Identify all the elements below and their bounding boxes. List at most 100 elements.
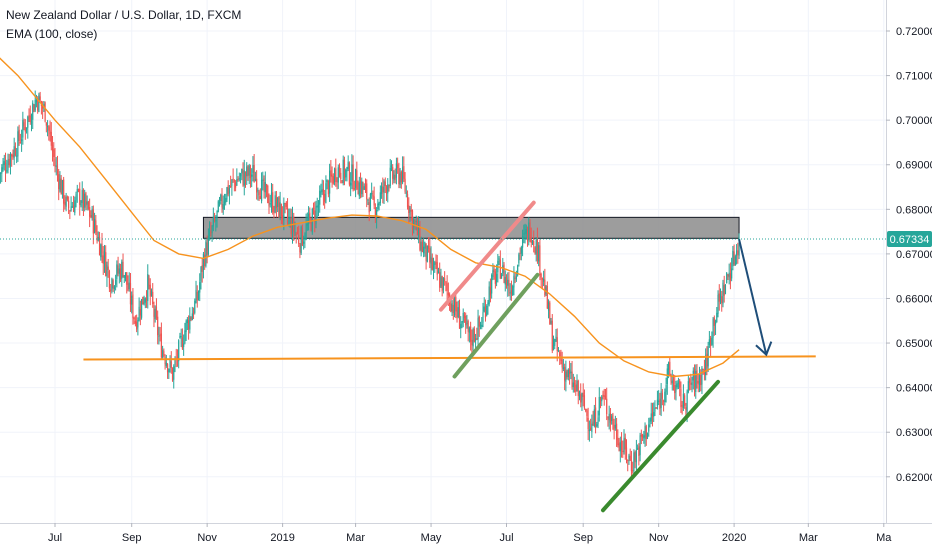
candle-body: [231, 179, 233, 186]
candle-body: [282, 215, 284, 219]
candle-body: [285, 202, 287, 207]
candle-body: [410, 209, 412, 212]
candle-body: [525, 229, 527, 234]
candle-body: [653, 411, 655, 417]
candle-body: [666, 368, 668, 384]
candle-body: [63, 179, 65, 204]
candle-body: [61, 180, 64, 195]
candle-body: [243, 170, 245, 186]
candle-body: [455, 296, 457, 312]
candle-body: [157, 316, 159, 336]
candle-body: [698, 372, 701, 385]
candle-body: [29, 115, 31, 122]
candle-body: [651, 413, 654, 416]
indicator-title[interactable]: EMA (100, close): [6, 27, 98, 41]
x-tick-label: Jul: [48, 532, 62, 544]
green-trendline-mid[interactable]: [452, 272, 540, 379]
candle-body: [648, 424, 650, 432]
candle-body: [672, 379, 675, 385]
candle-body: [479, 325, 482, 327]
projection-arrow[interactable]: [738, 238, 768, 355]
candle-body: [150, 291, 153, 295]
candle-body: [466, 322, 468, 324]
candle-body: [586, 410, 588, 416]
candle-body: [257, 190, 259, 192]
candle-body: [204, 254, 206, 267]
symbol-title[interactable]: New Zealand Dollar / U.S. Dollar, 1D, FX…: [6, 8, 242, 22]
candle-body: [265, 184, 268, 187]
time-axis[interactable]: Jul Sep Nov 2019 Mar May Jul Sep Nov 2020 Mar Ma: [48, 523, 892, 544]
candle-body: [604, 395, 607, 400]
candle-body: [91, 208, 93, 218]
candle-body: [80, 203, 82, 206]
candle-body: [659, 398, 661, 409]
pink-trendline[interactable]: [438, 200, 536, 312]
candle-body: [324, 193, 326, 202]
candle-body: [716, 312, 718, 322]
last-price-marker: 0.67334: [887, 231, 932, 248]
price-axis[interactable]: 0.72000 0.71000 0.70000 0.69000 0.68000 0.670…: [886, 26, 932, 484]
candle-body: [552, 344, 555, 350]
candle-body: [729, 273, 732, 281]
candle-body: [49, 130, 51, 135]
candle-body: [133, 317, 135, 320]
candle-body: [55, 165, 57, 167]
chart-legend: New Zealand Dollar / U.S. Dollar, 1D, FX…: [6, 6, 241, 44]
candle-body: [568, 369, 571, 374]
candle-body: [394, 174, 396, 180]
candle-body: [436, 262, 438, 275]
candle-body: [205, 241, 207, 266]
candle-body: [533, 240, 535, 246]
candle-body: [439, 272, 441, 288]
candle-body: [277, 197, 279, 207]
candles: [0, 90, 740, 481]
candle-body: [190, 317, 192, 320]
candle-body: [677, 382, 680, 384]
candle-body: [420, 241, 422, 251]
candle-body: [617, 437, 619, 446]
support-line[interactable]: [83, 355, 816, 361]
candle-body: [675, 385, 677, 392]
green-trendline-late[interactable]: [600, 379, 721, 513]
candle-body: [267, 185, 269, 204]
candle-body: [588, 429, 590, 432]
candle-body: [660, 391, 662, 408]
candle-body: [470, 326, 472, 342]
candle-body: [298, 235, 300, 244]
candle-body: [322, 188, 325, 196]
candle-body: [680, 388, 682, 408]
candle-body: [363, 186, 365, 190]
candle-body: [184, 330, 186, 344]
candle-body: [112, 280, 114, 289]
candle-body: [194, 300, 196, 313]
x-tick-label: Nov: [197, 532, 217, 544]
candle-body: [503, 264, 505, 283]
resistance-zone[interactable]: [202, 216, 740, 239]
candle-body: [56, 165, 59, 174]
candle-body: [408, 205, 410, 213]
candle-body: [315, 206, 317, 225]
candle-body: [187, 320, 190, 330]
candle-body: [587, 417, 589, 429]
candle-body: [179, 335, 181, 339]
candle-body: [218, 202, 221, 204]
candle-body: [13, 146, 15, 158]
candle-body: [526, 227, 529, 242]
candle-body: [492, 270, 494, 277]
candle-body: [316, 205, 318, 208]
candle-body: [319, 190, 321, 205]
candle-body: [85, 193, 87, 206]
candle-body: [340, 172, 342, 180]
projection-arrow-head: [755, 341, 773, 357]
candle-body: [390, 165, 393, 168]
candle-body: [254, 179, 256, 181]
candle-body: [59, 178, 61, 191]
candle-body: [137, 320, 139, 328]
candle-body: [191, 313, 193, 321]
candle-body: [468, 327, 470, 333]
candle-body: [476, 338, 478, 340]
candle-body: [320, 192, 322, 194]
candle-body: [30, 121, 33, 124]
candle-body: [502, 265, 504, 274]
